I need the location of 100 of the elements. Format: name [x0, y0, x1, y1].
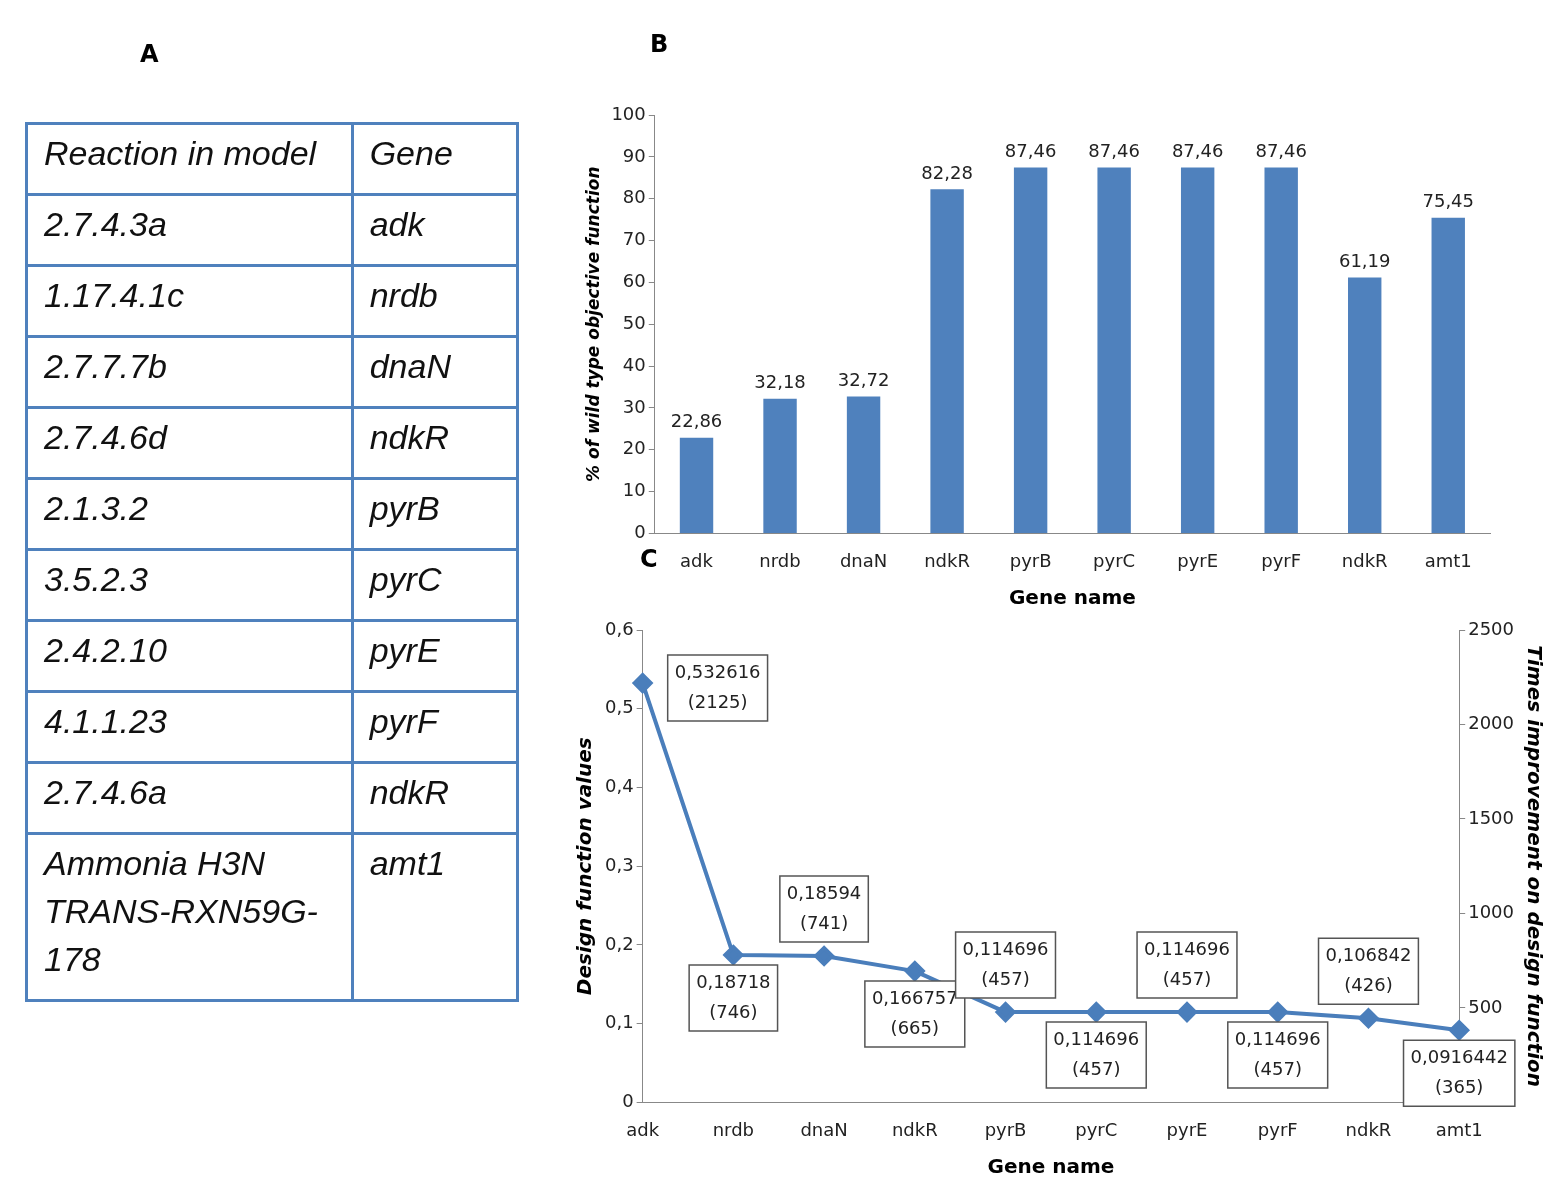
- y-tick-label: 80: [622, 186, 646, 208]
- y-tick-label: 40: [622, 353, 646, 375]
- data-label: 0,18594 (741): [786, 881, 862, 933]
- text: 2.1.3.2: [26, 478, 353, 550]
- data-label: 0,114696 (457): [1053, 1027, 1140, 1079]
- point: [723, 945, 744, 966]
- x-tick-label: dnaN: [800, 1118, 848, 1140]
- x-tick-label: pyrB: [984, 1118, 1027, 1140]
- x-tick-label: ndkR: [891, 1118, 938, 1140]
- y-tick-label: 0,2: [604, 932, 634, 954]
- bar: [1431, 217, 1465, 533]
- data-label: 87,46: [1004, 140, 1057, 162]
- point: [1449, 1020, 1470, 1041]
- bar: [1180, 167, 1215, 533]
- y-tick-label: 50: [622, 311, 646, 333]
- bar: [846, 396, 881, 533]
- data-label: 0,114696 (457): [962, 937, 1049, 989]
- text: 4.1.1.23: [26, 691, 353, 763]
- x-tick-label: amt1: [1424, 549, 1472, 571]
- bar: [1013, 167, 1048, 533]
- bar: [679, 437, 714, 533]
- chart-title: C: [640, 545, 658, 573]
- y-tick-label: 60: [622, 270, 646, 292]
- text: dnaN: [352, 336, 518, 408]
- text: ndkR: [352, 407, 518, 479]
- point: [1086, 1002, 1107, 1023]
- text: amt1: [352, 833, 518, 1001]
- bar: [930, 189, 964, 533]
- x-tick-label: pyrC: [1075, 1118, 1118, 1140]
- data-label: 0,114696 (457): [1144, 937, 1230, 989]
- y-tick-label: 100: [611, 102, 646, 124]
- x-axis-title: Gene name: [987, 1154, 1115, 1179]
- y-tick-label: 0,4: [604, 775, 634, 797]
- chart-title: B: [650, 30, 669, 58]
- y-tick-label: 70: [622, 228, 646, 250]
- x-tick-label: pyrE: [1166, 1118, 1208, 1140]
- x-tick-label: pyrE: [1177, 549, 1219, 571]
- data-label: 0,18718 (746): [696, 970, 771, 1022]
- x-axis-title: Gene name: [1008, 585, 1136, 610]
- y-tick-label: 0,6: [604, 617, 634, 639]
- text: Reaction in model: [26, 123, 353, 195]
- x-tick-label: ndkR: [1341, 549, 1388, 571]
- y-tick-label: 90: [622, 144, 646, 166]
- text: 2.4.2.10: [26, 620, 353, 692]
- y-tick-label: 0: [622, 1090, 634, 1112]
- x-tick-label: nrdb: [759, 549, 801, 571]
- y-tick-label: 30: [622, 395, 646, 417]
- x-tick-label: pyrB: [1009, 549, 1052, 571]
- point: [632, 673, 653, 694]
- y2-tick-label: 1500: [1468, 806, 1514, 828]
- data-label: 87,46: [1171, 140, 1224, 162]
- x-tick-label: pyrC: [1093, 549, 1136, 571]
- point: [1267, 1002, 1288, 1023]
- y-tick-label: 0,1: [604, 1011, 634, 1033]
- text: nrdb: [352, 265, 518, 337]
- y-tick-label: 0: [634, 521, 646, 543]
- y-axis-title: Design function values: [572, 737, 597, 996]
- data-label: 0,0916442 (365): [1410, 1045, 1508, 1097]
- data-label: 61,19: [1338, 250, 1391, 272]
- text: Ammonia H3N TRANS-RXN59G-178: [26, 833, 353, 1001]
- x-tick-label: nrdb: [712, 1118, 755, 1140]
- data-label: 0,166757 (665): [871, 986, 958, 1038]
- y2-tick-label: 1000: [1468, 901, 1514, 923]
- text: 2.7.4.6a: [26, 762, 353, 834]
- data-label: 87,46: [1255, 140, 1307, 162]
- y2-tick-label: 2000: [1468, 712, 1514, 734]
- y-tick-label: 10: [622, 479, 646, 501]
- text: 2.7.4.6d: [26, 407, 353, 479]
- text: adk: [352, 194, 518, 266]
- data-label: 22,86: [670, 410, 723, 432]
- y-axis-title: % of wild type objective function: [582, 166, 603, 482]
- y2-tick-label: 500: [1468, 995, 1503, 1017]
- text: A: [140, 40, 159, 68]
- text: pyrE: [352, 620, 518, 692]
- point: [814, 946, 835, 966]
- text: ndkR: [352, 762, 518, 834]
- data-label: 87,46: [1088, 140, 1140, 162]
- x-tick-label: pyrF: [1261, 549, 1302, 571]
- point: [995, 1002, 1016, 1023]
- bar: [1097, 167, 1131, 533]
- text: 2.7.7.7b: [26, 336, 353, 408]
- data-label: 32,18: [754, 371, 806, 393]
- x-tick-label: dnaN: [839, 549, 888, 571]
- x-tick-label: pyrF: [1257, 1118, 1298, 1140]
- x-tick-label: adk: [680, 549, 714, 571]
- y-tick-label: 20: [622, 437, 646, 459]
- point: [1358, 1008, 1379, 1029]
- text: Gene: [352, 123, 518, 195]
- data-label: 0,532616 (2125): [674, 660, 761, 712]
- y-tick-label: 0,5: [604, 696, 634, 718]
- text: 2.7.4.3a: [26, 194, 353, 266]
- x-tick-label: ndkR: [1345, 1118, 1392, 1140]
- bar: [1348, 277, 1382, 533]
- bar: [1264, 167, 1298, 533]
- text: 3.5.2.3: [26, 549, 353, 621]
- y-tick-label: 0,3: [604, 853, 634, 875]
- data-label: 0,114696 (457): [1234, 1027, 1321, 1079]
- text: 1.17.4.1c: [26, 265, 353, 337]
- x-tick-label: adk: [626, 1118, 660, 1140]
- data-label: 75,45: [1422, 190, 1474, 212]
